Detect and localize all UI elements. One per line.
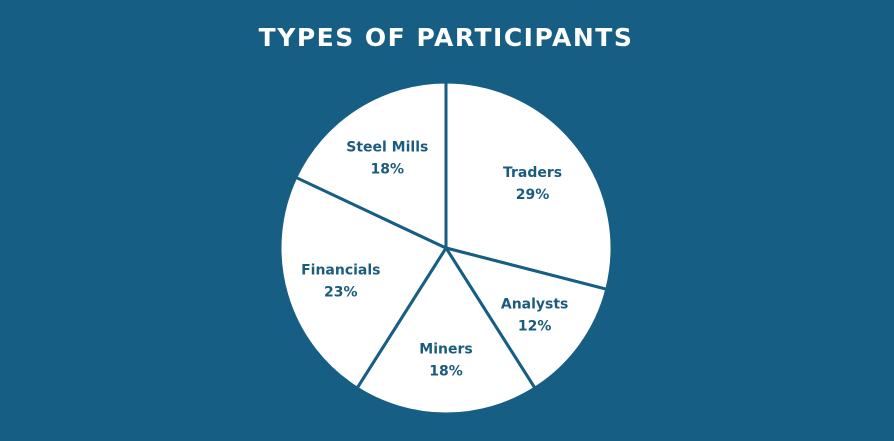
slice-label: Steel Mills — [346, 139, 428, 155]
slice-value-label: 23% — [324, 285, 358, 301]
slice-value-label: 29% — [516, 187, 550, 203]
slice-label: Analysts — [501, 296, 569, 312]
slice-label: Financials — [301, 263, 380, 279]
slice-label: Miners — [419, 342, 472, 358]
chart-title: TYPES OF PARTICIPANTS — [259, 23, 634, 52]
pie-slice — [444, 80, 614, 292]
pie-slice — [354, 245, 538, 416]
pie-slice — [442, 245, 609, 391]
slice-value-label: 18% — [429, 364, 463, 380]
pie-slice — [293, 80, 448, 251]
slice-value-label: 12% — [518, 318, 552, 334]
slice-value-label: 18% — [371, 161, 405, 177]
slice-label: Traders — [503, 165, 562, 181]
